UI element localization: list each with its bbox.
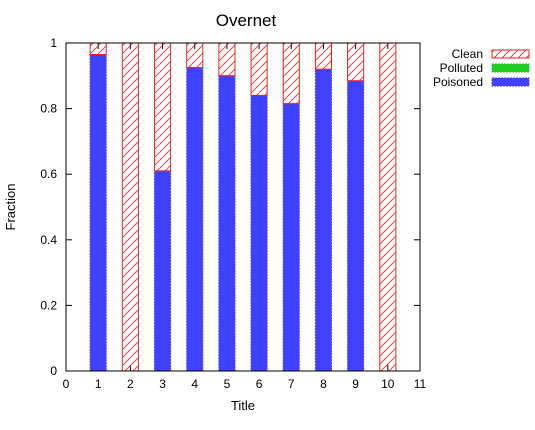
bar-segment-poisoned [186, 67, 204, 372]
x-tick-label: 0 [63, 377, 70, 391]
plot-area-border [65, 42, 421, 372]
y-tick-label: 0.4 [40, 233, 57, 247]
x-axis-label: Title [231, 398, 255, 413]
bar-segment-poisoned [154, 170, 172, 372]
bar-segment-clean [186, 42, 204, 69]
y-axis-ticks: 0 0.2 0.4 0.6 0.8 1 [40, 36, 420, 378]
x-axis-ticks: 0 1 2 3 4 5 6 7 8 9 10 11 [63, 43, 427, 391]
x-tick-label: 10 [381, 377, 395, 391]
y-tick-label: 0.6 [40, 167, 57, 181]
y-tick-label: 1 [50, 36, 57, 50]
bar-segment-clean [347, 42, 365, 82]
bar-segment-poisoned [250, 94, 268, 372]
bar-segment-clean [314, 42, 332, 70]
bar-segment-poisoned [347, 80, 365, 372]
legend-label-polluted: Polluted [440, 61, 483, 75]
bar-segment-poisoned [282, 103, 300, 372]
legend-label-clean: Clean [452, 47, 483, 61]
bar-segment-clean [250, 42, 268, 96]
x-tick-label: 5 [224, 377, 231, 391]
bar-segment-poisoned [89, 53, 107, 372]
x-tick-label: 4 [191, 377, 198, 391]
y-axis-label: Fraction [3, 184, 18, 231]
x-tick-label: 1 [95, 377, 102, 391]
bar-segment-poisoned [218, 75, 236, 372]
x-tick-label: 6 [256, 377, 263, 391]
bar-segment-clean [379, 42, 397, 372]
legend-swatch-polluted [491, 63, 530, 73]
bar-segment-clean [218, 42, 236, 77]
bar-segment-clean [282, 42, 300, 105]
y-tick-label: 0.8 [40, 102, 57, 116]
bars-group [89, 42, 397, 372]
x-tick-label: 3 [159, 377, 166, 391]
bar-segment-clean [154, 42, 172, 172]
legend-swatch-clean [491, 49, 530, 59]
bar-segment-clean [121, 42, 139, 372]
bar-segment-poisoned [314, 68, 332, 372]
y-tick-label: 0.2 [40, 298, 57, 312]
x-tick-label: 7 [288, 377, 295, 391]
legend-label-poisoned: Poisoned [433, 75, 483, 89]
x-tick-label: 9 [352, 377, 359, 391]
bar-segment-clean [89, 42, 107, 55]
y-tick-label: 0 [50, 364, 57, 378]
x-tick-label: 11 [414, 377, 427, 391]
x-tick-label: 8 [320, 377, 327, 391]
x-tick-label: 2 [127, 377, 134, 391]
chart-title: Overnet [216, 11, 277, 30]
legend-swatch-poisoned [491, 77, 530, 87]
